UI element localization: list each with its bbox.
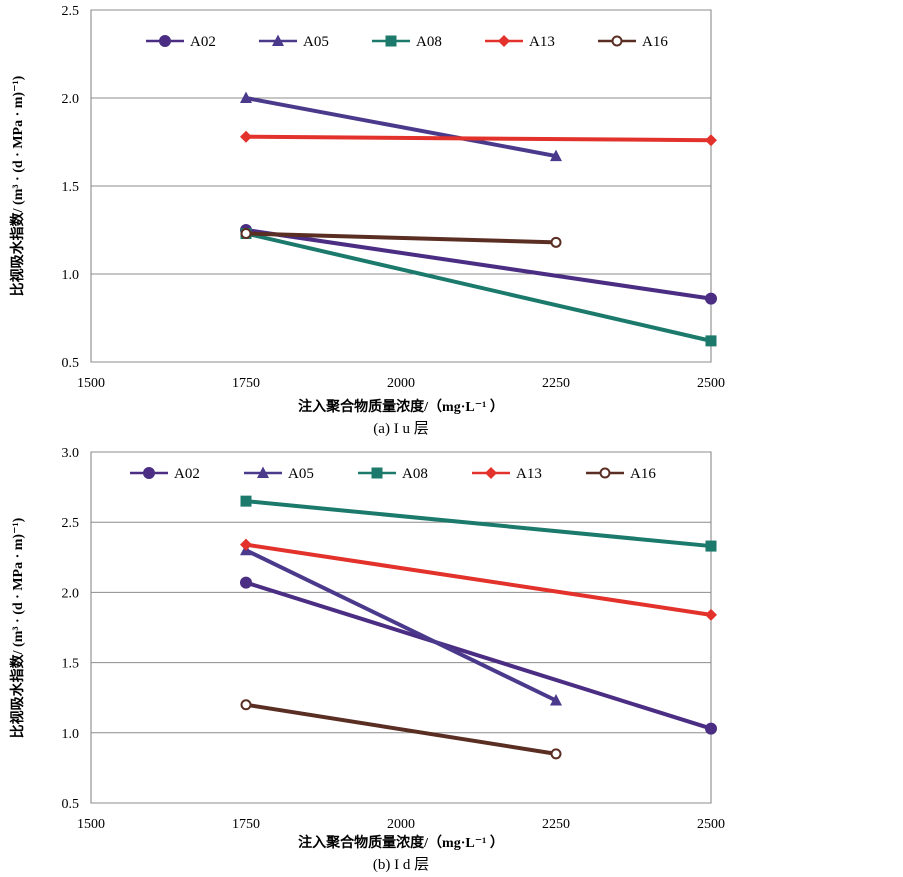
- data-point-a02: [705, 292, 717, 305]
- legend-marker-a02: [143, 467, 155, 479]
- x-axis-label-a: 注入聚合物质量浓度/（mg·L⁻¹ ）: [298, 398, 504, 415]
- y-tick-label: 1.0: [62, 268, 80, 283]
- legend-marker-a13: [485, 467, 497, 479]
- y-axis-label-b: 比视吸水指数/ (m³ · (d · MPa · m)⁻¹): [9, 517, 26, 738]
- x-tick-label: 1500: [77, 376, 105, 391]
- x-tick-label: 1750: [232, 817, 260, 832]
- caption-b: (b) I d 层: [373, 857, 429, 873]
- series-line-a08: [245, 231, 712, 343]
- legend-label-a16: A16: [630, 466, 656, 482]
- caption-a: (a) I u 层: [373, 421, 428, 437]
- series-line-a02: [245, 228, 712, 301]
- y-tick-label: 2.0: [62, 586, 80, 601]
- x-tick-label: 2250: [542, 376, 570, 391]
- data-point-a08: [705, 335, 717, 347]
- x-tick-label: 1750: [232, 376, 260, 391]
- data-point-a13: [705, 134, 717, 147]
- data-point-a08: [240, 495, 252, 507]
- data-point-a08: [705, 540, 717, 552]
- legend-marker-a05: [257, 466, 269, 478]
- data-point-a13: [240, 538, 252, 551]
- y-tick-label: 2.0: [62, 92, 80, 107]
- legend-label-a08: A08: [416, 34, 442, 50]
- series-line-a05: [245, 96, 557, 159]
- data-point-a02: [705, 722, 717, 735]
- x-tick-label: 2250: [542, 817, 570, 832]
- legend-marker-a13: [498, 35, 510, 47]
- legend-marker-a08: [371, 467, 383, 479]
- legend-label-a13: A13: [516, 466, 542, 482]
- x-tick-label: 2500: [697, 376, 725, 391]
- data-point-a16: [550, 748, 562, 760]
- legend-label-a08: A08: [402, 466, 428, 482]
- legend-marker-a16: [611, 35, 623, 47]
- y-tick-label: 2.5: [62, 4, 80, 19]
- series-line-a08: [245, 499, 712, 549]
- series-line-a13: [245, 134, 712, 143]
- x-axis-label-b: 注入聚合物质量浓度/（mg·L⁻¹ ）: [298, 834, 504, 851]
- y-tick-label: 1.5: [62, 180, 80, 195]
- chart-b: 0.51.01.52.02.53.0 1500 1750 2000 2250 2500 …: [9, 446, 725, 873]
- legend-marker-a05: [272, 34, 284, 46]
- y-tick-label: 3.0: [62, 446, 80, 461]
- data-point-a05: [550, 149, 562, 162]
- data-point-a16: [550, 236, 562, 248]
- x-tick-label: 2500: [697, 817, 725, 832]
- data-point-a02: [240, 576, 252, 589]
- legend-label-a02: A02: [174, 466, 200, 482]
- series-line-a16: [245, 231, 557, 245]
- y-tick-label: 1.5: [62, 657, 80, 672]
- legend-marker-a08: [385, 35, 397, 47]
- series-line-a05: [245, 548, 557, 703]
- legend-label-a13: A13: [529, 34, 555, 50]
- y-tick-label: 0.5: [62, 797, 80, 812]
- legend-label-a05: A05: [288, 466, 314, 482]
- data-point-a05: [240, 91, 252, 103]
- y-tick-label: 0.5: [62, 356, 80, 371]
- series-line-a16: [245, 702, 557, 756]
- series-line-a02: [245, 580, 712, 731]
- data-point-a16: [240, 699, 252, 711]
- y-tick-label: 2.5: [62, 516, 80, 531]
- y-axis-label-a: 比视吸水指数/ (m³ · (d · MPa · m)⁻¹): [9, 75, 26, 296]
- data-point-a13: [705, 608, 717, 621]
- y-tick-label: 1.0: [62, 727, 80, 742]
- data-point-a16: [240, 228, 252, 240]
- data-point-a05: [550, 694, 562, 706]
- x-tick-label: 1500: [77, 817, 105, 832]
- data-point-a13: [240, 130, 252, 143]
- x-tick-label: 2000: [387, 376, 415, 391]
- chart-a: 0.5 1.0 1.5 2.0 2.5 1500 1750 2000 2250 2500 A02…: [9, 4, 725, 437]
- x-tick-label: 2000: [387, 817, 415, 832]
- legend-marker-a02: [159, 35, 171, 47]
- series-line-a13: [245, 542, 712, 617]
- legend-label-a05: A05: [303, 34, 329, 50]
- legend-label-a02: A02: [190, 34, 216, 50]
- legend-marker-a16: [599, 467, 611, 479]
- legend-label-a16: A16: [642, 34, 668, 50]
